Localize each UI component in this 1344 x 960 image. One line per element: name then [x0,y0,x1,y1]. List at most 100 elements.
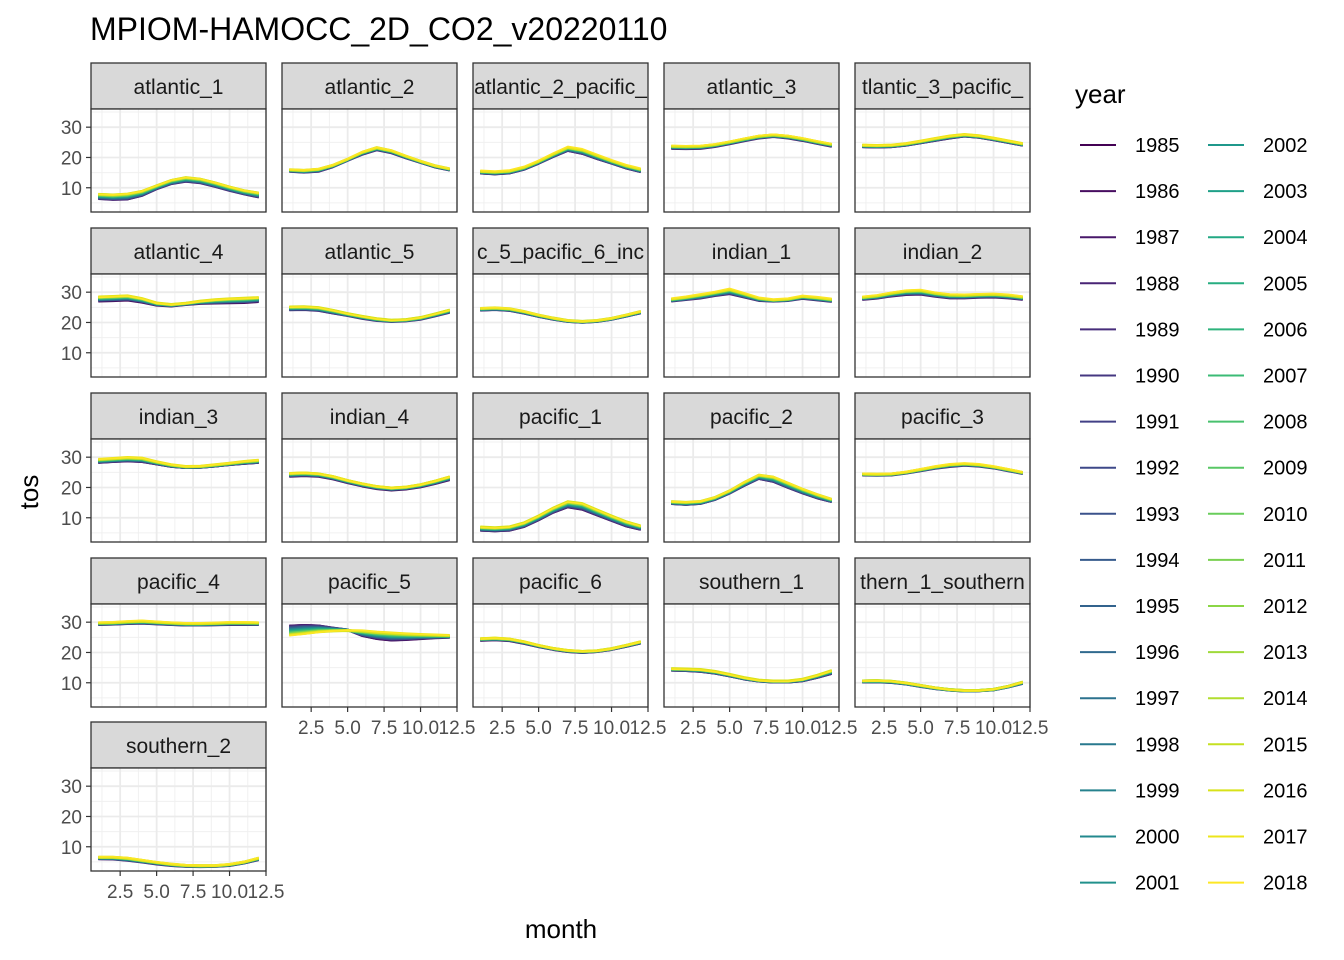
legend-label: 2002 [1263,135,1308,157]
panel-background [855,604,1030,707]
legend-item: 2005 [1208,273,1308,295]
legend-label: 2001 [1135,873,1180,895]
legend-item: 1998 [1080,734,1180,756]
facet-strip-label: southern_2 [126,735,231,758]
x-tick-label: 7.5 [944,718,970,739]
facet-strip-label: pacific_5 [328,571,411,594]
legend-label: 2004 [1263,227,1308,249]
facet-strip [472,392,649,440]
series-line-2016 [98,621,259,625]
facet-panel: atlantic_1 10 20 30 [61,62,267,213]
facet-strip-label: indian_2 [903,241,982,264]
legend-label: 2007 [1263,366,1308,388]
series-line-2018 [98,855,259,866]
series-line-2017 [480,146,641,173]
series-line-2016 [480,500,641,528]
legend-item: 2000 [1080,827,1180,849]
series-line-2018 [671,287,832,300]
chart-title: MPIOM-HAMOCC_2D_CO2_v20220110 [90,11,667,47]
x-tick-label: 12.5 [1012,718,1049,739]
panel-border [281,273,458,378]
facet-strip-label: atlantic_4 [134,241,224,264]
series-line-2017 [862,133,1023,146]
facet-strip-label: atlantic_1 [134,76,224,99]
legend-label: 1990 [1135,366,1180,388]
legend-item: 2013 [1208,642,1308,664]
series-line-2017 [671,474,832,504]
facet-strip-label: c_5_pacific_6_inc [477,241,644,264]
legend-label: 1997 [1135,688,1180,710]
legend-label: 1989 [1135,319,1180,341]
facet-strip [90,62,267,110]
panel-border [90,767,267,872]
panel-border [90,273,267,378]
legend-item: 1987 [1080,227,1180,249]
legend-label: 2013 [1263,642,1308,664]
facet-panel: pacific_4 10 20 30 [61,557,267,708]
legend-item: 1994 [1080,550,1180,572]
facet-panel: thern_1_southern 2.5 5.0 7.5 10.0 12.5 [854,557,1049,739]
facet-panel: pacific_3 [854,392,1031,543]
legend-item: 1993 [1080,504,1180,526]
y-tick-label: 10 [61,674,82,695]
x-tick-label: 5.0 [334,718,360,739]
series-line-2016 [671,134,832,148]
x-tick-label: 12.5 [439,718,476,739]
panel-border [90,603,267,708]
facet-strip [90,392,267,440]
x-tick-label: 10.0 [593,718,630,739]
panel-background [91,604,266,707]
facet-panel: southern_2 10 20 30 2.5 5.0 7.5 10.0 12.5 [61,721,284,903]
series-line-2018 [671,133,832,147]
panel-background [91,768,266,871]
panel-background [91,274,266,377]
series-line-2017 [289,147,450,172]
legend-label: 2018 [1263,873,1308,895]
legend-item: 2014 [1208,688,1308,710]
series-line-2018 [98,456,259,468]
legend-item: 1986 [1080,181,1180,203]
legend-item: 2015 [1208,734,1308,756]
facet-strip-label: pacific_2 [710,406,793,429]
facet-strip-label: atlantic_2 [325,76,415,99]
series-line-2018 [862,288,1023,298]
panel-border [472,273,649,378]
legend-label: 2014 [1263,688,1308,710]
y-tick-label: 30 [61,448,82,469]
legend-item: 2016 [1208,780,1308,802]
series-line-2018 [289,146,450,171]
facet-strip [90,721,267,769]
facet-strip-label: indian_3 [139,406,218,429]
legend-label: 1991 [1135,412,1180,434]
facet-strip-label: atlantic_5 [325,241,415,264]
legend-label: 2011 [1263,550,1306,572]
x-tick-label: 2.5 [298,718,324,739]
legend-label: 2008 [1263,412,1308,434]
facet-panel: pacific_2 [663,392,840,543]
series-line-2018 [671,668,832,683]
panel-border [472,603,649,708]
panel-background [91,439,266,542]
y-tick-label: 10 [61,179,82,200]
facet-strip [281,227,458,275]
panel-border [281,603,458,708]
series-line-2016 [862,290,1023,299]
x-tick-label: 2.5 [871,718,897,739]
legend-item: 2011 [1208,550,1306,572]
panel-background [282,439,457,542]
x-tick-label: 7.5 [753,718,779,739]
panel-border [663,603,840,708]
series-line-2018 [289,629,450,637]
facet-panel: pacific_5 2.5 5.0 7.5 10.0 12.5 [281,557,476,739]
panel-background [664,109,839,212]
legend-item: 1988 [1080,273,1180,295]
legend-label: 1994 [1135,550,1180,572]
series-line-2018 [671,474,832,503]
series-line-2018 [480,306,641,322]
facet-strip [663,557,840,605]
legend-item: 2002 [1208,135,1308,157]
series-line-2018 [862,679,1023,692]
panel-border [90,438,267,543]
facet-panel: atlantic_2_pacific_ [472,62,649,213]
legend-item: 2008 [1208,412,1308,434]
